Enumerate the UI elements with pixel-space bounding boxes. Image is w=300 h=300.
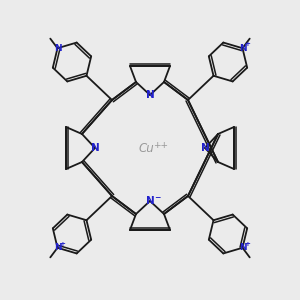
- Text: Cu: Cu: [138, 142, 154, 154]
- Text: N: N: [146, 90, 154, 100]
- Text: ++: ++: [154, 142, 169, 151]
- Text: N: N: [201, 143, 209, 153]
- Text: N: N: [54, 44, 61, 53]
- Text: N: N: [91, 143, 99, 153]
- Text: −: −: [154, 194, 160, 202]
- Text: +: +: [244, 241, 250, 247]
- Text: +: +: [244, 41, 250, 47]
- Text: +: +: [59, 241, 65, 247]
- Text: N: N: [239, 44, 246, 53]
- Text: N: N: [54, 243, 61, 252]
- Text: N: N: [146, 196, 154, 206]
- Text: N: N: [239, 243, 246, 252]
